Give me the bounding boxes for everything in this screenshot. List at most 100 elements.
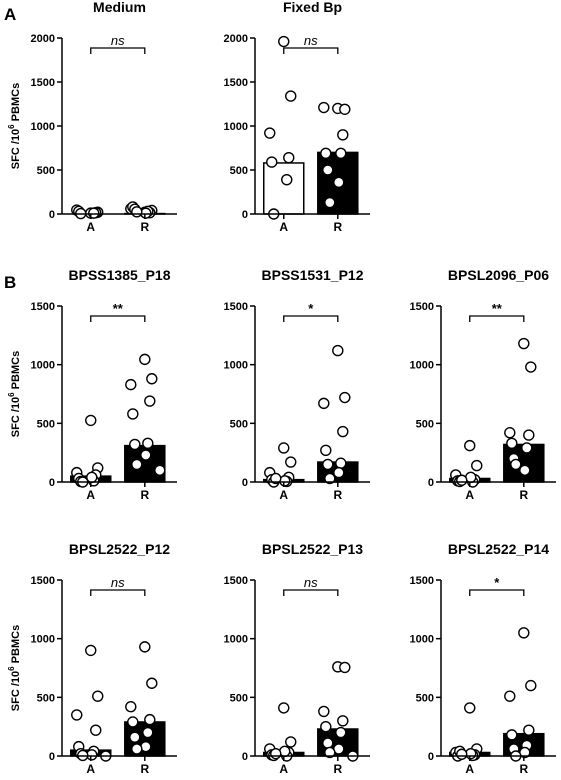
data-point-R [506, 729, 518, 741]
data-point-R [335, 147, 347, 159]
panel-letter-a: A [4, 5, 16, 24]
data-point-R [320, 444, 332, 457]
y-axis-label: SFC /106 PBMCs [7, 351, 22, 437]
y-axis-label-main: SFC /10 [10, 129, 22, 169]
y-tick-label: 1000 [31, 360, 55, 372]
data-point-R [525, 361, 537, 373]
y-axis-label-rest: PBMCs [10, 625, 22, 667]
data-point-R [129, 731, 141, 743]
x-tick-label-R: R [140, 488, 149, 502]
data-point-R [322, 737, 334, 749]
data-point-R [519, 464, 531, 476]
data-point-R [337, 129, 349, 141]
chart-title: BPSS1385_P18 [69, 267, 171, 283]
data-point-A [285, 736, 297, 748]
data-point-R [127, 716, 139, 728]
y-tick-label: 1000 [224, 634, 248, 646]
data-point-A [85, 644, 97, 657]
data-point-R [337, 425, 349, 438]
significance-bracket [90, 315, 146, 322]
significance-label: ** [113, 301, 124, 316]
data-point-A [285, 90, 297, 102]
y-axis-label: SFC /106 PBMCs [7, 625, 22, 711]
data-point-A [278, 35, 290, 48]
x-tick-label-A: A [279, 220, 288, 234]
y-tick-label: 500 [230, 692, 248, 704]
y-tick-label: 500 [230, 418, 248, 430]
significance-label: * [494, 575, 500, 590]
chart-title: Medium [93, 0, 146, 15]
x-tick-label-A: A [465, 762, 474, 776]
data-point-A [278, 702, 290, 714]
data-point-R [131, 458, 143, 471]
data-point-A [281, 173, 293, 186]
data-point-R [320, 147, 332, 159]
significance-label: ns [304, 575, 318, 590]
data-point-R [324, 746, 336, 759]
data-point-R [523, 724, 535, 736]
data-point-R [125, 378, 137, 391]
y-tick-label: 1500 [31, 77, 55, 89]
chart-title: BPSL2522_P12 [69, 541, 170, 557]
chart-title: Fixed Bp [283, 0, 342, 15]
data-point-R [339, 661, 351, 674]
significance-label: ns [111, 575, 125, 590]
x-tick-label-R: R [519, 488, 528, 502]
data-point-R [337, 715, 349, 727]
data-point-R [333, 176, 345, 189]
y-tick-label: 2000 [31, 33, 55, 45]
data-point-R [518, 337, 530, 350]
chart-3: BPSS1385_P18 0 500 1000 1500 A R ** SFC /106 PBM… [7, 267, 177, 502]
data-point-R [506, 437, 518, 449]
chart-8: BPSL2522_P14 0 500 1000 1500 A R * [410, 541, 556, 776]
data-point-A [71, 709, 83, 721]
significance-bracket [283, 315, 339, 322]
data-point-R [144, 395, 156, 407]
data-point-R [320, 720, 332, 733]
x-tick-label-R: R [333, 220, 342, 234]
y-tick-label: 1500 [31, 575, 55, 587]
data-point-R [523, 429, 535, 441]
data-point-R [324, 196, 336, 209]
data-point-R [339, 391, 351, 404]
y-tick-label: 1500 [224, 575, 248, 587]
significance-bracket [283, 47, 339, 54]
y-tick-label: 500 [37, 418, 55, 430]
y-tick-label: 1000 [224, 360, 248, 372]
data-point-R [127, 408, 139, 420]
y-tick-label: 1000 [31, 121, 55, 133]
panel-letter-b: B [4, 273, 16, 292]
x-tick-label-A: A [279, 488, 288, 502]
data-point-A [464, 702, 476, 714]
data-point-R [335, 457, 347, 469]
chart-2: Fixed Bp 0 500 1000 1500 2000 A Rns [224, 0, 370, 234]
y-tick-label: 0 [428, 751, 434, 763]
y-tick-label: 500 [416, 418, 434, 430]
x-tick-label-A: A [86, 488, 95, 502]
data-point-R [510, 458, 522, 471]
y-tick-label: 1000 [410, 634, 434, 646]
y-tick-label: 0 [242, 477, 248, 489]
y-tick-label: 0 [49, 477, 55, 489]
data-point-R [318, 397, 330, 410]
data-point-A [92, 690, 104, 702]
x-tick-label-R: R [140, 762, 149, 776]
data-point-R [146, 677, 158, 689]
data-point-R [332, 344, 344, 357]
y-tick-label: 1500 [31, 301, 55, 313]
data-point-R [154, 464, 166, 476]
y-tick-label: 1000 [410, 360, 434, 372]
data-point-A [85, 414, 97, 427]
data-point-A [456, 748, 468, 760]
data-point-A [283, 151, 295, 164]
y-tick-label: 0 [49, 751, 55, 763]
chart-1: Medium 0 500 1000 1500 2000 A Rns SFC /106 PBMCs [7, 0, 177, 234]
data-point-R [504, 690, 516, 702]
data-point-R [139, 641, 151, 653]
y-tick-label: 1500 [224, 301, 248, 313]
data-point-A [270, 472, 282, 485]
significance-label: * [308, 301, 314, 316]
data-point-R [142, 726, 154, 739]
bar-A [263, 162, 305, 215]
